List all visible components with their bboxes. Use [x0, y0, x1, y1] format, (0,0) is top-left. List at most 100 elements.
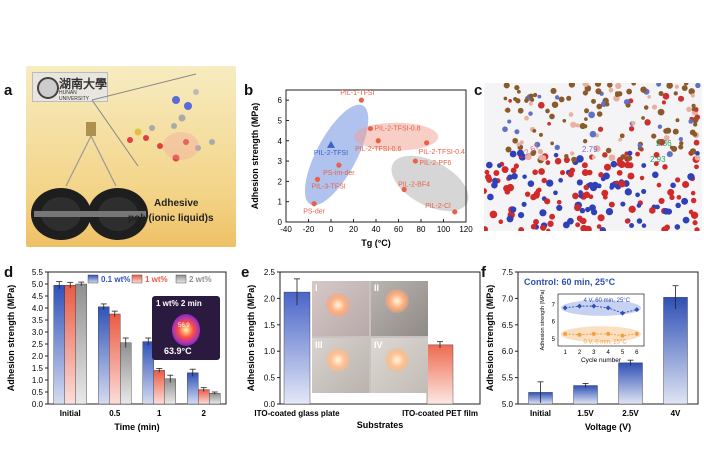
- atom: [584, 117, 588, 121]
- bar: [618, 362, 643, 405]
- photo-IV: IV: [371, 338, 428, 393]
- bar: [573, 385, 598, 405]
- y-tick-label: 3: [278, 157, 283, 166]
- panel-letter-d: d: [4, 264, 14, 281]
- atom: [688, 88, 695, 95]
- y-tick-label: 5.5: [32, 268, 44, 277]
- atom: [508, 99, 512, 103]
- y-tick-label: 2.5: [32, 340, 44, 349]
- atom: [585, 206, 591, 213]
- y-tick-label: 4.5: [32, 292, 44, 301]
- panel-c-simulation: 2.67 2.79 2.36 2.93: [484, 83, 702, 231]
- atom: [610, 160, 618, 168]
- inset-series-label: 0 V, 0 min, 25°C: [584, 340, 628, 346]
- x-tick-label: 40: [372, 225, 381, 234]
- atom: [678, 137, 683, 142]
- atom: [584, 225, 592, 231]
- atom: [484, 188, 487, 194]
- atom: [535, 188, 541, 193]
- atom: [588, 111, 596, 119]
- atom: [636, 218, 643, 224]
- led-glow: [326, 348, 350, 372]
- atom: [688, 119, 694, 124]
- atom: [484, 226, 489, 231]
- atom: [541, 177, 547, 184]
- pointer-line: [91, 99, 139, 167]
- atom: [532, 128, 537, 133]
- bar: [120, 342, 132, 405]
- y-tick-label: 4: [278, 137, 283, 146]
- photo-II: II: [371, 281, 428, 336]
- chart-f: 5.0 5.5 6.0 6.5 7.0 7.5 Initial 1.5V 2.5V 4V Volta…: [485, 268, 699, 432]
- atom: [516, 89, 521, 94]
- atom: [628, 126, 635, 132]
- plot-frame: [279, 271, 481, 405]
- atom: [695, 83, 701, 89]
- atom: [656, 83, 662, 87]
- bar: [426, 344, 454, 405]
- atom: [540, 225, 547, 231]
- inset-x-tick-label: 3: [592, 350, 596, 356]
- data-point: [314, 176, 321, 182]
- led-glow: [385, 289, 409, 313]
- atom: [554, 157, 562, 165]
- data-point: [367, 125, 373, 132]
- atom: [674, 224, 681, 230]
- atom: [567, 217, 574, 225]
- atom: [693, 122, 698, 127]
- data-point: [401, 186, 407, 193]
- legend-label: 1 wt%: [145, 275, 168, 284]
- atom: [679, 141, 684, 146]
- atom: [574, 204, 581, 212]
- atom: [493, 170, 500, 177]
- x-axis-label: Tg (°C): [361, 238, 391, 248]
- atom: [492, 177, 498, 184]
- atom: [628, 205, 636, 214]
- atom: [615, 83, 622, 89]
- atom: [506, 215, 514, 223]
- atom: [616, 161, 622, 167]
- inset-y-tick-label: 7: [552, 302, 556, 308]
- atom: [594, 83, 602, 87]
- atom: [647, 94, 651, 99]
- atom: [670, 182, 676, 189]
- atom: [584, 108, 590, 114]
- atom: [690, 190, 696, 196]
- atom: [656, 139, 663, 145]
- atom: [614, 91, 620, 96]
- point-label: PIL-1-TFSI: [340, 90, 374, 97]
- atom: [695, 151, 700, 156]
- atom: [653, 161, 659, 167]
- atom: [556, 199, 562, 205]
- atom: [553, 152, 559, 158]
- atom: [669, 194, 675, 201]
- bar: [198, 389, 210, 405]
- panel-letter-c: c: [474, 82, 483, 99]
- atom: [624, 188, 632, 196]
- atom: [511, 172, 518, 180]
- atom: [651, 133, 657, 139]
- atom: [664, 224, 671, 231]
- x-tick-label: 1.5V: [577, 409, 594, 418]
- atom: [657, 108, 665, 116]
- inset-point: [591, 303, 597, 309]
- inset-series-line: [565, 305, 637, 314]
- atom: [545, 228, 551, 231]
- point-label: PIL-2-BF4: [398, 182, 430, 189]
- atom: [579, 207, 586, 214]
- atom: [505, 107, 511, 113]
- x-axis-label: Substrates: [357, 420, 404, 430]
- chart-title: Control: 60 min, 25°C: [524, 277, 616, 287]
- atom: [576, 179, 583, 186]
- atom: [597, 214, 605, 222]
- atom: [631, 83, 637, 86]
- atom: [656, 182, 662, 188]
- hanging-wire: [90, 135, 117, 187]
- point-label: PIL-2-Cl: [425, 203, 451, 210]
- x-tick-label: -20: [303, 225, 315, 234]
- atom: [539, 209, 547, 217]
- x-tick-label: ITO-coated glass plate: [254, 409, 340, 418]
- inset-series-line: [565, 333, 637, 337]
- point-label: PIL-2-TFSI-0.6: [355, 146, 401, 153]
- x-tick-label: 0: [329, 225, 334, 234]
